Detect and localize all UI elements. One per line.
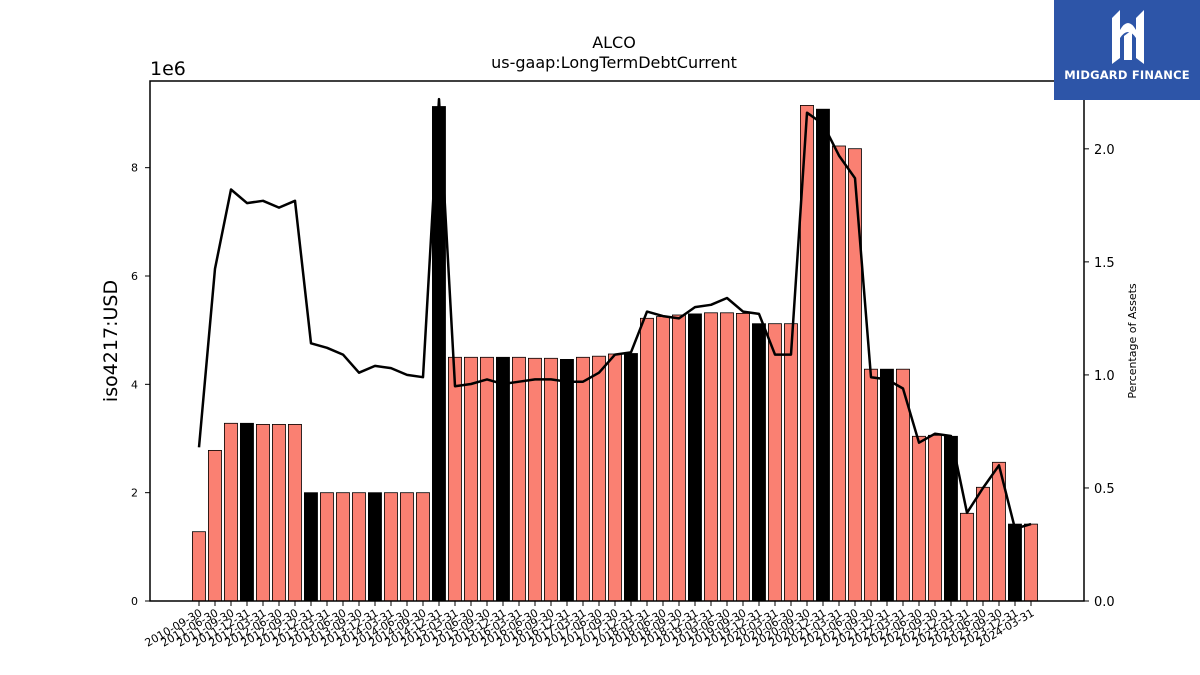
- bar-2015-12-31: [512, 356, 526, 602]
- bar-2019-12-31: [768, 323, 782, 602]
- y-tick-label: 4: [131, 378, 138, 391]
- bar-2014-06-30: [415, 492, 430, 602]
- bar-2020-03-31: [784, 323, 798, 602]
- bar-2018-12-31: [704, 312, 718, 602]
- y-tick-label: 2: [131, 487, 138, 500]
- bar-2014-12-31: [447, 356, 462, 602]
- brand-mark-icon: [1112, 10, 1144, 64]
- bars-group: [191, 105, 1038, 602]
- bar-2020-12-31: [832, 145, 846, 602]
- bar-2013-12-31: [383, 492, 398, 602]
- bar-2016-09-30: [560, 358, 574, 602]
- bar-2013-03-31: [335, 492, 350, 602]
- bar-2010-12-31: [207, 449, 222, 602]
- bar-2011-03-31: [223, 422, 238, 602]
- y2-tick-label: 0.5: [1094, 482, 1115, 497]
- bar-2017-12-31: [640, 317, 654, 602]
- chart-title: ALCO: [592, 33, 636, 52]
- bar-2015-09-30: [495, 356, 510, 602]
- bar-2015-06-30: [479, 356, 494, 602]
- bar-2021-09-30: [880, 368, 894, 602]
- y2-axis-label: Percentage of Assets: [1126, 283, 1139, 399]
- y2-tick-label: 1.0: [1094, 369, 1115, 384]
- plot-frame: [149, 80, 1085, 602]
- bar-2016-06-30: [544, 357, 558, 602]
- bar-2023-12-31: [1024, 523, 1038, 602]
- bar-2021-06-30: [864, 368, 878, 602]
- bar-2010-09-30: [191, 531, 206, 602]
- brand-logo: MIDGARD FINANCE: [1054, 0, 1200, 100]
- y2-tick-label: 2.0: [1094, 143, 1115, 158]
- y-tick-label: 8: [131, 162, 138, 175]
- bar-2017-03-31: [592, 355, 606, 602]
- y-offset-label: 1e6: [150, 58, 186, 80]
- bar-2016-12-31: [576, 356, 590, 602]
- bar-2019-09-30: [752, 323, 766, 602]
- bar-2017-06-30: [608, 353, 622, 602]
- bar-2022-06-30: [928, 434, 942, 602]
- brand-name: MIDGARD FINANCE: [1064, 68, 1190, 82]
- bar-2012-12-31: [319, 492, 334, 602]
- bar-2021-03-31: [848, 148, 862, 602]
- bar-2018-03-31: [656, 316, 670, 602]
- y2-tick-label: 1.5: [1094, 256, 1115, 271]
- bar-2018-06-30: [672, 314, 686, 602]
- bar-2012-03-31: [271, 423, 286, 602]
- bar-2011-09-30: [239, 422, 254, 602]
- bar-2012-06-30: [287, 423, 302, 602]
- bar-2022-03-31: [912, 435, 926, 602]
- bar-2013-06-30: [351, 492, 366, 602]
- bar-2019-06-30: [736, 312, 750, 602]
- chart-subtitle: us-gaap:LongTermDebtCurrent: [491, 53, 737, 72]
- bar-2011-12-31: [255, 423, 270, 602]
- bar-2023-09-30: [1008, 523, 1022, 602]
- y-axis-label: iso4217:USD: [100, 280, 122, 402]
- bar-2012-09-30: [303, 492, 318, 602]
- bar-2017-09-30: [624, 353, 638, 602]
- pct-of-assets-line: [197, 97, 1032, 530]
- bar-2014-03-31: [399, 492, 414, 602]
- y-tick-label: 6: [131, 270, 138, 283]
- bar-2018-09-30: [688, 313, 702, 602]
- y2-tick-label: 0.0: [1094, 595, 1115, 610]
- bar-2022-12-31: [960, 512, 974, 602]
- bar-2013-09-30: [367, 492, 382, 602]
- bar-2016-03-31: [528, 357, 542, 602]
- bar-2015-03-31: [463, 356, 478, 602]
- bar-2019-03-31: [720, 312, 734, 602]
- y-tick-label: 0: [131, 595, 138, 608]
- bar-2023-03-31: [976, 486, 990, 602]
- bar-2020-09-30: [816, 108, 830, 602]
